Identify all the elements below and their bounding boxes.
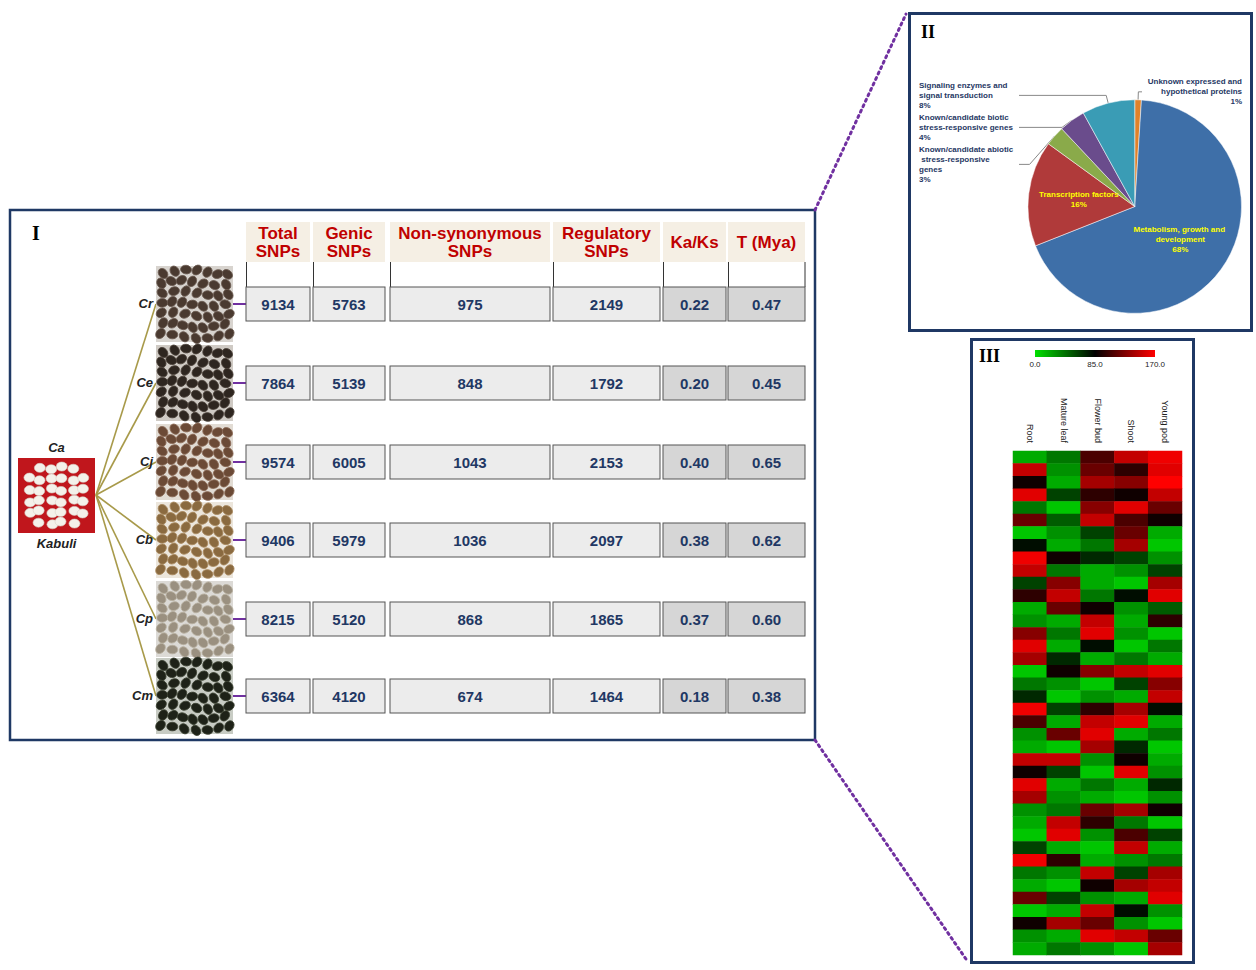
svg-text:2153: 2153: [590, 454, 623, 471]
svg-text:6005: 6005: [332, 454, 365, 471]
svg-text:6364: 6364: [261, 688, 295, 705]
svg-text:0.65: 0.65: [752, 454, 781, 471]
svg-text:RegulatorySNPs: RegulatorySNPs: [562, 224, 651, 261]
svg-text:Root: Root: [1025, 424, 1035, 444]
svg-text:T (Mya): T (Mya): [737, 233, 797, 252]
svg-text:Signaling enzymes and: Signaling enzymes and: [919, 81, 1010, 90]
svg-text:I: I: [32, 222, 40, 244]
svg-text:0.47: 0.47: [752, 296, 781, 313]
svg-text:1043: 1043: [453, 454, 486, 471]
svg-text:2149: 2149: [590, 296, 623, 313]
svg-text:III: III: [979, 346, 1000, 366]
svg-text:170.0: 170.0: [1145, 360, 1166, 369]
svg-text:Ca: Ca: [48, 440, 65, 455]
svg-text:1%: 1%: [1230, 97, 1242, 106]
svg-text:9574: 9574: [261, 454, 295, 471]
svg-text:development: development: [1156, 235, 1206, 244]
svg-text:4%: 4%: [919, 133, 931, 142]
svg-text:8215: 8215: [261, 611, 294, 628]
svg-text:2097: 2097: [590, 532, 623, 549]
svg-text:868: 868: [457, 611, 482, 628]
svg-text:Ce: Ce: [136, 375, 153, 390]
svg-text:1865: 1865: [590, 611, 623, 628]
svg-text:Known/candidate abiotic: Known/candidate abiotic: [919, 145, 1014, 154]
svg-text:Ka/Ks: Ka/Ks: [670, 233, 718, 252]
svg-text:5763: 5763: [332, 296, 365, 313]
svg-text:3%: 3%: [919, 175, 931, 184]
svg-text:0.38: 0.38: [752, 688, 781, 705]
svg-text:5139: 5139: [332, 375, 365, 392]
svg-text:genes: genes: [919, 165, 943, 174]
svg-text:Metabolism, growth and: Metabolism, growth and: [1133, 225, 1227, 234]
svg-text:Transcription factors: Transcription factors: [1039, 190, 1119, 199]
svg-text:975: 975: [457, 296, 482, 313]
svg-text:848: 848: [457, 375, 482, 392]
svg-text:II: II: [921, 22, 935, 42]
svg-text:1792: 1792: [590, 375, 623, 392]
svg-text:Mature leaf: Mature leaf: [1059, 398, 1069, 444]
svg-text:4120: 4120: [332, 688, 365, 705]
svg-text:Cb: Cb: [136, 532, 153, 547]
svg-text:0.22: 0.22: [680, 296, 709, 313]
svg-text:Known/candidate biotic: Known/candidate biotic: [919, 113, 1011, 122]
svg-text:0.60: 0.60: [752, 611, 781, 628]
svg-text:Young pod: Young pod: [1160, 400, 1170, 443]
svg-text:0.45: 0.45: [752, 375, 781, 392]
svg-text:hypothetical proteins: hypothetical proteins: [1159, 87, 1243, 96]
svg-text:9406: 9406: [261, 532, 294, 549]
svg-text:16%: 16%: [1071, 200, 1087, 209]
svg-text:8%: 8%: [919, 101, 931, 110]
svg-text:85.0: 85.0: [1087, 360, 1103, 369]
svg-text:stress-responsive genes: stress-responsive genes: [919, 123, 1013, 132]
svg-text:TotalSNPs: TotalSNPs: [256, 224, 300, 261]
svg-text:GenicSNPs: GenicSNPs: [325, 224, 372, 261]
svg-text:0.40: 0.40: [680, 454, 709, 471]
svg-text:Shoot: Shoot: [1126, 419, 1136, 443]
svg-text:0.18: 0.18: [680, 688, 709, 705]
svg-text:Flower bud: Flower bud: [1093, 398, 1103, 443]
svg-text:5979: 5979: [332, 532, 365, 549]
svg-text:Cm: Cm: [132, 688, 153, 703]
svg-text:Cr: Cr: [139, 296, 154, 311]
svg-text:0.38: 0.38: [680, 532, 709, 549]
svg-text:signal transduction: signal transduction: [919, 91, 993, 100]
svg-text:stress-responsive: stress-responsive: [919, 155, 992, 164]
svg-text:674: 674: [457, 688, 483, 705]
svg-text:9134: 9134: [261, 296, 295, 313]
svg-text:7864: 7864: [261, 375, 295, 392]
svg-text:Cj: Cj: [140, 454, 153, 469]
svg-text:Cp: Cp: [136, 611, 153, 626]
svg-text:Non-synonymousSNPs: Non-synonymousSNPs: [398, 224, 542, 261]
svg-text:0.62: 0.62: [752, 532, 781, 549]
svg-text:0.37: 0.37: [680, 611, 709, 628]
svg-text:5120: 5120: [332, 611, 365, 628]
svg-text:1464: 1464: [590, 688, 624, 705]
svg-text:Kabuli: Kabuli: [37, 536, 77, 551]
svg-text:1036: 1036: [453, 532, 486, 549]
svg-text:68%: 68%: [1172, 245, 1188, 254]
svg-text:0.20: 0.20: [680, 375, 709, 392]
svg-text:Unknown expressed and: Unknown expressed and: [1148, 77, 1242, 86]
svg-text:0.0: 0.0: [1029, 360, 1041, 369]
